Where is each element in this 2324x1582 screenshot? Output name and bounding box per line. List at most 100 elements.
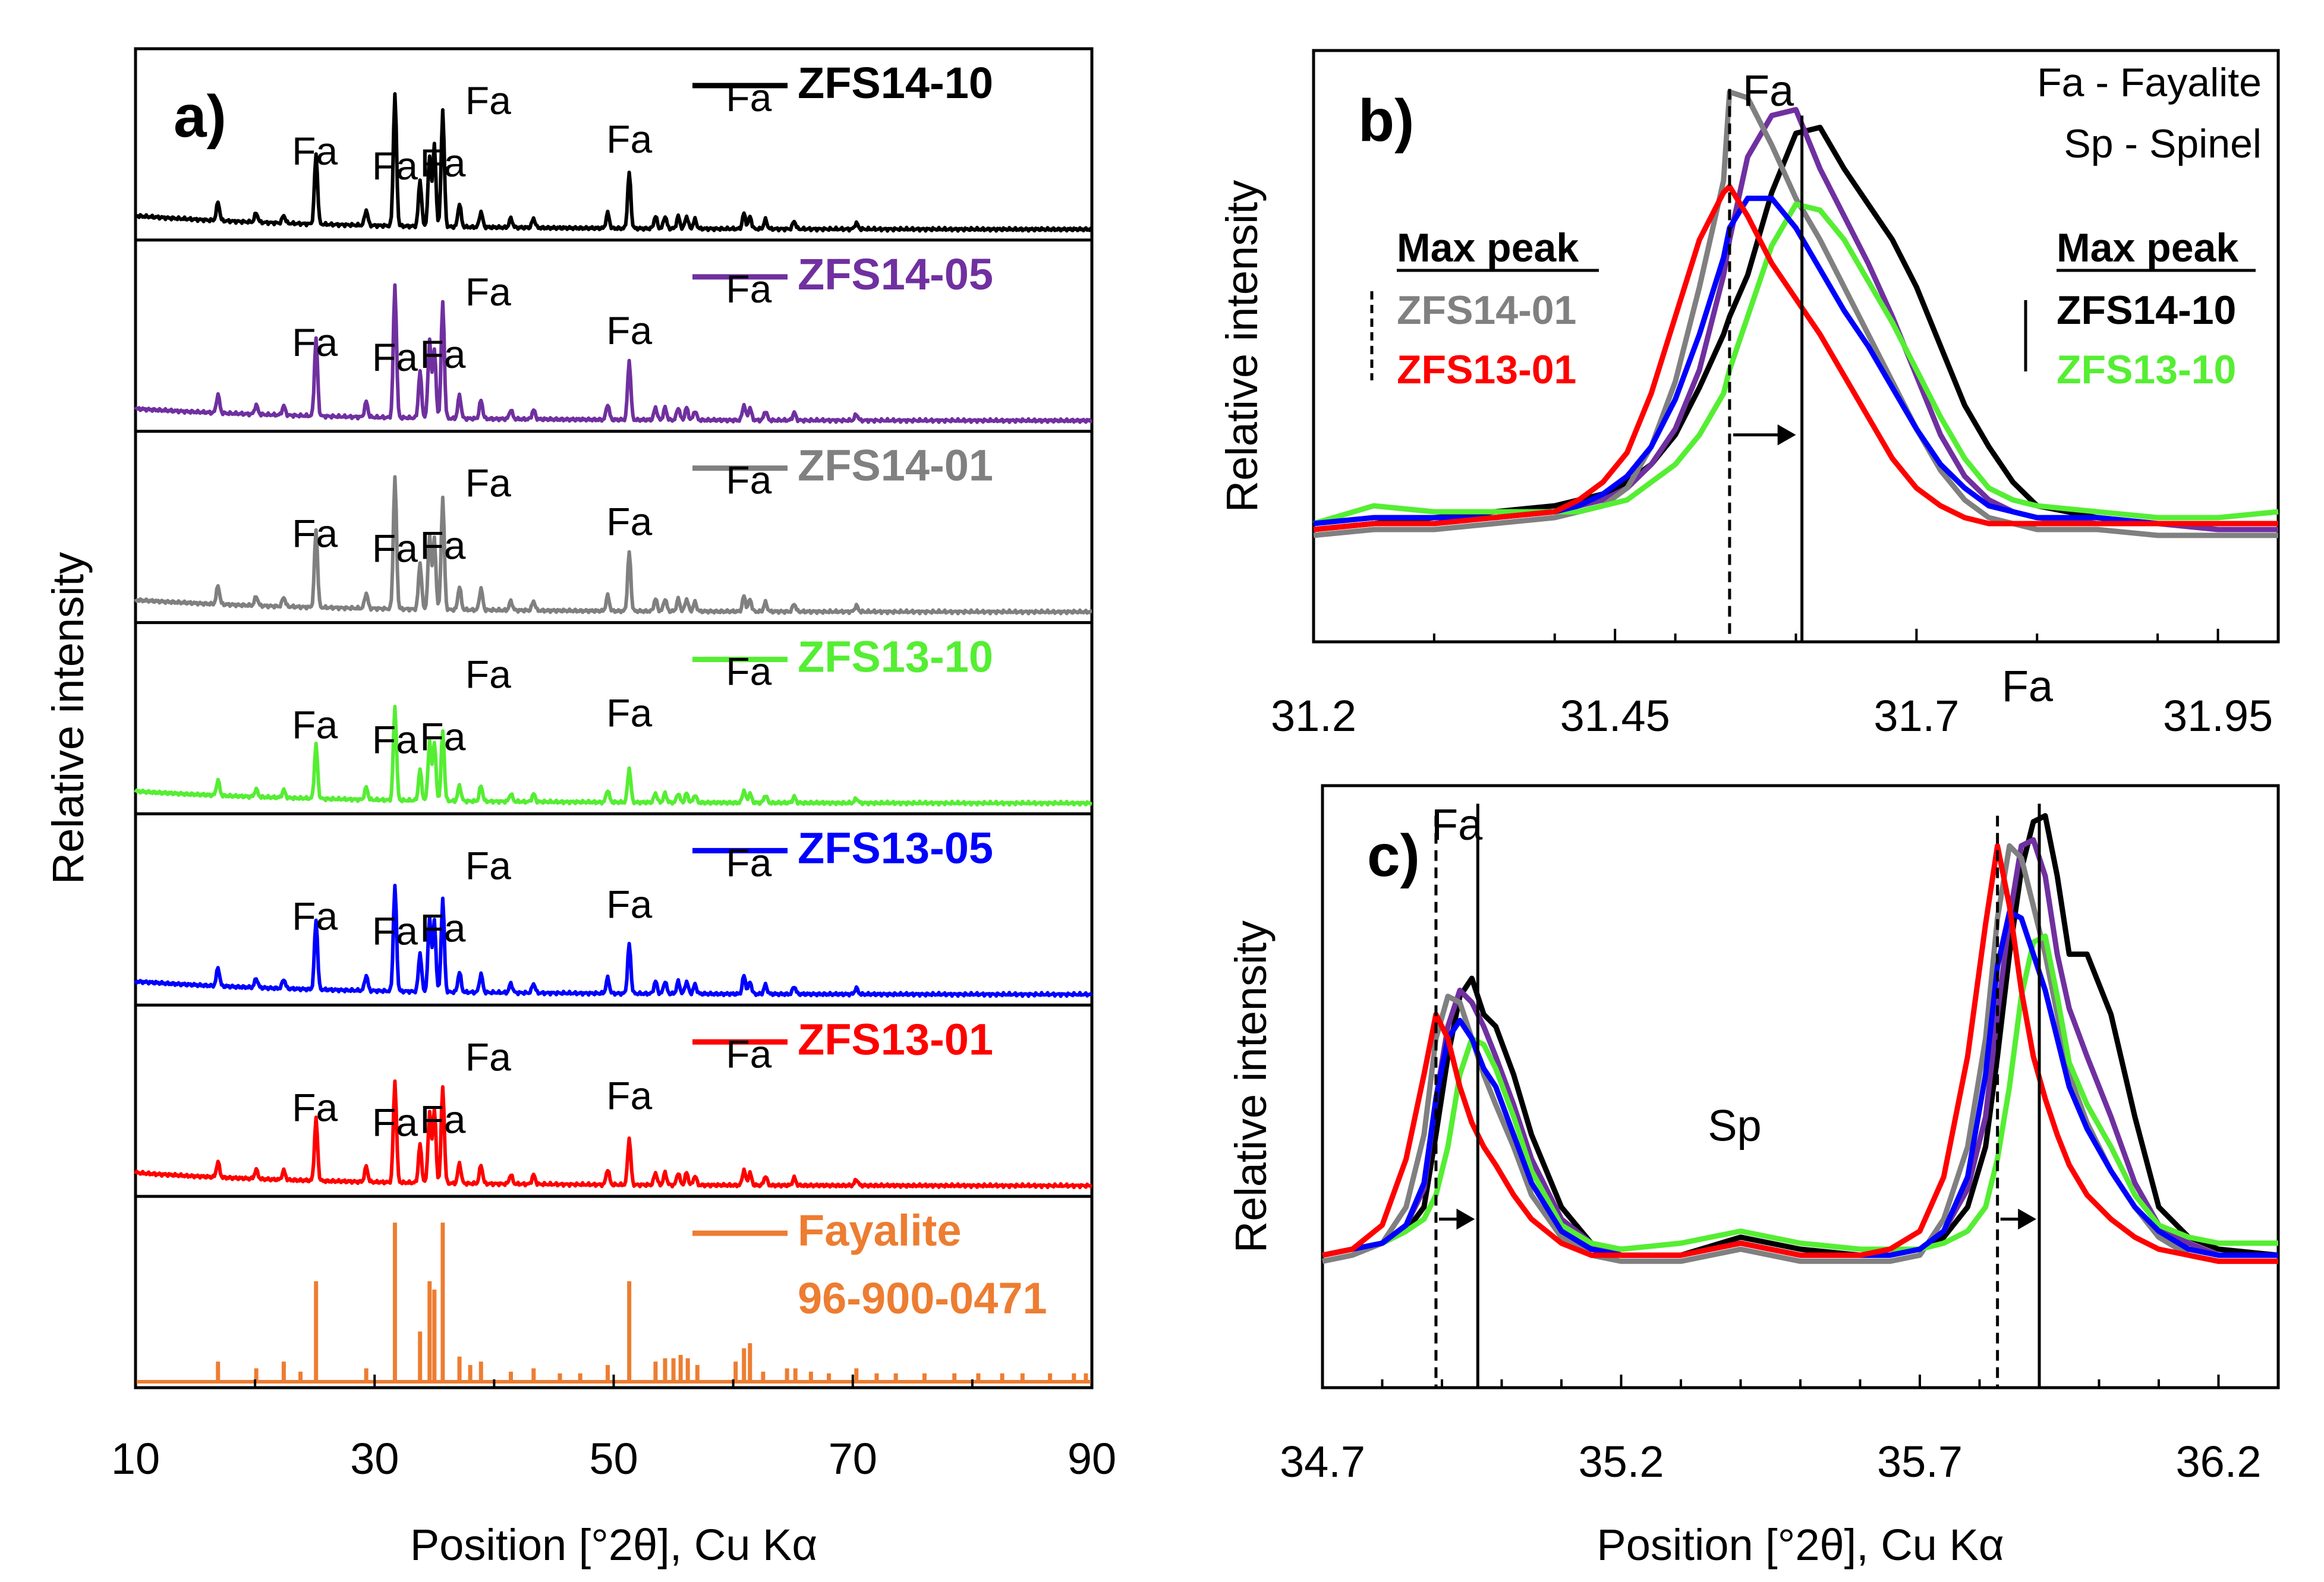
peak-annotation: Fa: [292, 703, 338, 747]
peak-annotation: Fa: [420, 524, 465, 568]
panel-label-a: a): [174, 83, 226, 150]
y-axis-label: Relative intensity: [1217, 180, 1267, 512]
max-peak-header-right: Max peak: [2057, 225, 2238, 270]
x-tick-label: 35.7: [1877, 1437, 1963, 1486]
max-peak-header-left: Max peak: [1397, 225, 1579, 270]
plot-frame: [1321, 784, 2280, 1389]
legend-label: ZFS13-10: [798, 632, 993, 682]
peak-annotation: Fa: [420, 715, 465, 759]
series-ZFS13-05: [1322, 909, 2278, 1258]
x-tick-label: 34.7: [1280, 1437, 1365, 1486]
peak-annotation: Fa: [420, 141, 465, 185]
panel-label: b): [1358, 87, 1414, 154]
legend-label: ZFS14-05: [798, 250, 993, 299]
series-ZFS13-01: [1322, 843, 2278, 1264]
legend-label: ZFS13-05: [798, 823, 993, 872]
peak-annotation: Fa: [372, 527, 418, 571]
abbrev-legend-fa: Fa - Fayalite: [2037, 60, 2262, 105]
x-tick-label: 10: [111, 1434, 160, 1483]
arrow-head: [2018, 1208, 2036, 1230]
peak-annotation: Fa: [465, 653, 511, 697]
series-ZFS13-10: [1322, 933, 2278, 1258]
peak-annotation: Fa: [420, 906, 465, 950]
x-tick-label: 31.2: [1271, 691, 1356, 740]
max-peak-entry: ZFS13-10: [2057, 347, 2236, 392]
peak-annotation: Sp: [1708, 1101, 1762, 1150]
x-tick-label: 50: [589, 1434, 638, 1483]
series-ZFS13-10: [1312, 201, 2279, 527]
xrd-pattern: [134, 704, 1092, 807]
peak-annotation: Fa: [420, 1097, 465, 1141]
peak-annotation: Fa: [606, 882, 652, 926]
x-tick-label: 31.95: [2163, 691, 2273, 740]
peak-annotation: Fa: [292, 320, 338, 364]
peak-annotation: Fa: [292, 1085, 338, 1129]
peak-annotation: Fa: [726, 1032, 771, 1076]
max-peak-entry: ZFS14-10: [2057, 288, 2236, 333]
peak-annotation: Fa: [726, 840, 771, 884]
legend-label: ZFS14-10: [798, 58, 993, 108]
peak-annotation: Fa: [726, 650, 771, 694]
peak-annotation: Fa: [372, 909, 418, 953]
peak-annotation: Fa: [292, 129, 338, 173]
legend-label: Fayalite: [798, 1206, 962, 1255]
arrow-head: [1777, 424, 1796, 446]
x-axis-label: Position [°2θ], Cu Kα: [1596, 1520, 2004, 1570]
peak-annotation: Fa: [606, 308, 652, 352]
peak-annotation: Fa: [465, 461, 511, 505]
peak-annotation: Fa: [606, 1073, 652, 1117]
peak-annotation: Fa: [606, 117, 652, 161]
peak-annotation: Fa: [726, 458, 771, 502]
series-ZFS13-05: [1313, 196, 2278, 527]
panel-label: c): [1367, 822, 1420, 889]
peak-annotation: Fa: [726, 267, 771, 311]
peak-annotation: Fa: [606, 691, 652, 735]
peak-annotation: Fa: [1431, 800, 1483, 849]
panel-c: 34.7 35.2 35.7 36.2 Relative intensity Positi…: [1226, 661, 2280, 1570]
panel-b: 31.2 31.45 31.7 31.95 Relative intensity b) Fa…: [1217, 49, 2280, 740]
xrd-pattern: [134, 283, 1092, 424]
x-tick-label: 36.2: [2175, 1437, 2261, 1486]
peak-annotation: Fa: [372, 1100, 418, 1144]
legend-label: ZFS13-01: [798, 1014, 993, 1064]
y-axis-label: Relative intensity: [1226, 921, 1276, 1253]
peak-annotation: Fa: [292, 894, 338, 938]
xrd-pattern: [134, 1079, 1092, 1190]
x-tick-label: 30: [350, 1434, 399, 1483]
peak-annotation: Fa: [372, 335, 418, 379]
peak-annotation: Fa: [606, 500, 652, 544]
x-tick-label: 90: [1067, 1434, 1116, 1483]
arrow-head: [1456, 1208, 1475, 1230]
xrd-pattern: [134, 475, 1092, 616]
abbrev-legend-sp: Sp - Spinel: [2064, 121, 2262, 166]
series-ZFS14-01: [1322, 843, 2278, 1264]
xrd-pattern: [134, 92, 1092, 233]
legend-label-line2: 96-900-0471: [798, 1274, 1047, 1323]
x-tick-label: 31.7: [1873, 691, 1959, 740]
peak-annotation: Fa: [1743, 66, 1794, 115]
max-peak-entry: ZFS13-01: [1397, 347, 1576, 392]
peak-annotation: Fa: [292, 512, 338, 556]
x-tick-label: 31.45: [1560, 691, 1670, 740]
series-Fayalite: Fayalite 96-900-0471: [136, 1206, 1092, 1384]
x-axis-label: Position [°2θ], Cu Kα: [410, 1520, 817, 1570]
legend-label: ZFS14-01: [798, 441, 993, 490]
xrd-pattern: [134, 884, 1092, 998]
series-ZFS13-01: [1313, 184, 2278, 532]
peak-annotation: Fa: [372, 718, 418, 762]
peak-annotation: Fa: [420, 332, 465, 376]
y-axis-label: Relative intensity: [43, 552, 93, 884]
x-tick-label: 70: [829, 1434, 877, 1483]
peak-annotation: Fa: [465, 78, 511, 122]
peak-annotation: Fa: [465, 843, 511, 887]
peak-annotation: Fa: [726, 75, 771, 119]
peak-annotation: Fa: [465, 1035, 511, 1079]
